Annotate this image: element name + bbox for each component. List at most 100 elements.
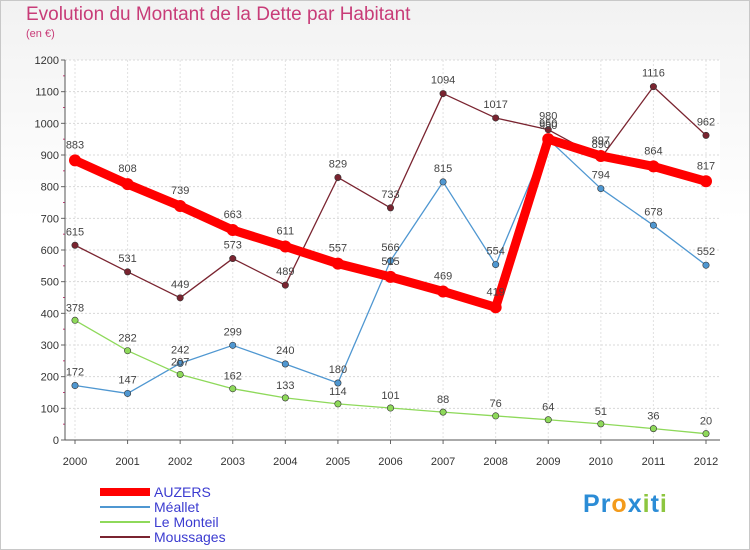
data-point: [279, 240, 292, 253]
x-tick-label: 2004: [273, 456, 297, 468]
data-point: [544, 126, 552, 134]
data-point: [281, 394, 289, 402]
data-point: [702, 430, 710, 438]
data-label: 611: [277, 226, 295, 238]
data-point: [702, 261, 710, 269]
data-point: [121, 178, 134, 191]
data-label: 469: [434, 270, 452, 282]
chart-subtitle: (en €): [26, 28, 55, 40]
data-point: [71, 382, 79, 390]
data-point: [386, 404, 394, 412]
data-label: 1116: [642, 68, 665, 80]
data-point: [71, 316, 79, 324]
proxiti-logo: Proxiti: [583, 490, 668, 519]
y-tick-label: 0: [53, 435, 59, 447]
data-point: [124, 389, 132, 397]
data-label: 162: [224, 371, 242, 383]
data-label: 817: [697, 160, 715, 172]
data-label: 76: [490, 398, 502, 410]
data-label: 554: [486, 246, 504, 258]
data-label: 64: [542, 402, 554, 414]
data-label: 557: [329, 243, 347, 255]
data-point: [334, 173, 342, 181]
data-point: [176, 359, 184, 367]
logo-letter: i: [659, 490, 668, 518]
legend-label: Méallet: [154, 499, 199, 515]
x-tick-label: 2009: [536, 456, 560, 468]
data-label: 573: [224, 240, 242, 252]
data-label: 489: [276, 266, 294, 278]
data-label: 733: [381, 189, 399, 201]
y-tick-label: 700: [41, 213, 59, 225]
data-label: 1094: [431, 75, 455, 87]
data-point: [544, 416, 552, 424]
data-label: 566: [381, 242, 399, 254]
data-label: 133: [276, 380, 294, 392]
x-tick-label: 2012: [694, 456, 718, 468]
data-label: 962: [697, 116, 715, 128]
data-point: [597, 420, 605, 428]
data-label: 950: [539, 120, 557, 132]
data-label: 36: [647, 411, 659, 423]
y-tick-label: 200: [41, 372, 59, 384]
data-point: [597, 185, 605, 193]
data-label: 240: [276, 345, 294, 357]
legend-label: AUZERS: [154, 484, 211, 500]
data-label: 829: [329, 158, 347, 170]
data-label: 615: [66, 226, 84, 238]
data-label: 864: [644, 145, 662, 157]
x-tick-label: 2010: [589, 456, 613, 468]
data-point: [176, 370, 184, 378]
y-tick-label: 400: [41, 308, 59, 320]
x-tick-label: 2001: [115, 456, 139, 468]
data-point: [229, 341, 237, 349]
logo-letter: x: [627, 490, 643, 518]
data-point: [647, 160, 660, 173]
x-tick-label: 2002: [168, 456, 192, 468]
data-label: 531: [118, 253, 136, 265]
data-point: [594, 149, 607, 162]
logo-letter: t: [650, 490, 660, 518]
data-label: 101: [381, 390, 399, 402]
data-point: [281, 281, 289, 289]
data-point: [489, 301, 502, 314]
x-tick-label: 2011: [642, 456, 666, 468]
x-tick-label: 2003: [221, 456, 245, 468]
data-point: [174, 199, 187, 212]
data-point: [437, 285, 450, 298]
y-tick-label: 600: [41, 245, 59, 257]
data-point: [492, 114, 500, 122]
data-label: 897: [592, 135, 610, 147]
data-label: 739: [171, 185, 189, 197]
data-point: [649, 221, 657, 229]
y-tick-label: 100: [41, 403, 59, 415]
data-point: [700, 175, 712, 188]
data-label: 808: [118, 163, 136, 175]
data-label: 147: [118, 374, 136, 386]
data-label: 950: [539, 118, 557, 130]
y-tick-label: 900: [41, 150, 59, 162]
data-label: 678: [644, 206, 662, 218]
data-point: [334, 379, 342, 387]
data-point: [124, 347, 132, 355]
x-tick-label: 2005: [326, 456, 350, 468]
x-tick-label: 2006: [378, 456, 402, 468]
data-point: [384, 270, 397, 283]
y-tick-label: 1100: [35, 87, 59, 99]
x-tick-label: 2008: [483, 456, 507, 468]
data-point: [439, 408, 447, 416]
data-label: 449: [171, 279, 189, 291]
y-tick-label: 800: [41, 182, 59, 194]
data-label: 282: [118, 333, 136, 345]
data-label: 207: [171, 356, 189, 368]
data-label: 1017: [483, 99, 507, 111]
data-point: [69, 154, 81, 167]
logo-letter: i: [642, 490, 651, 518]
data-label: 51: [595, 406, 607, 418]
data-point: [281, 360, 289, 368]
data-label: 663: [224, 209, 242, 221]
data-point: [439, 178, 447, 186]
y-tick-label: 500: [41, 277, 59, 289]
data-point: [439, 90, 447, 98]
x-tick-label: 2007: [431, 456, 455, 468]
